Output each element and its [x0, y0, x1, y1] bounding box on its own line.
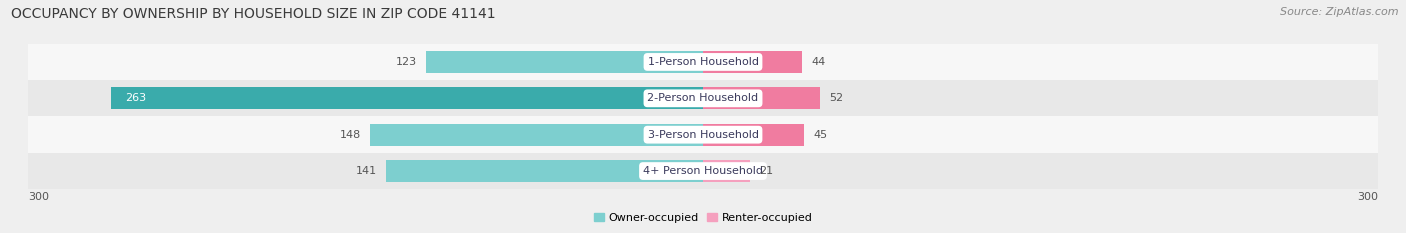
- Text: 300: 300: [1357, 192, 1378, 202]
- Bar: [703, 124, 804, 146]
- Text: 3-Person Household: 3-Person Household: [648, 130, 758, 140]
- Bar: [28, 44, 1378, 80]
- Legend: Owner-occupied, Renter-occupied: Owner-occupied, Renter-occupied: [589, 208, 817, 227]
- Text: 148: 148: [340, 130, 361, 140]
- Bar: [703, 160, 751, 182]
- Text: 45: 45: [813, 130, 827, 140]
- Bar: [385, 160, 703, 182]
- Bar: [703, 87, 820, 109]
- Bar: [111, 87, 703, 109]
- Text: 21: 21: [759, 166, 773, 176]
- Text: 4+ Person Household: 4+ Person Household: [643, 166, 763, 176]
- Text: 263: 263: [125, 93, 146, 103]
- Bar: [426, 51, 703, 73]
- Text: 141: 141: [356, 166, 377, 176]
- Bar: [703, 51, 801, 73]
- Text: OCCUPANCY BY OWNERSHIP BY HOUSEHOLD SIZE IN ZIP CODE 41141: OCCUPANCY BY OWNERSHIP BY HOUSEHOLD SIZE…: [11, 7, 496, 21]
- Text: 52: 52: [830, 93, 844, 103]
- Text: 2-Person Household: 2-Person Household: [647, 93, 759, 103]
- Bar: [28, 80, 1378, 116]
- Bar: [28, 116, 1378, 153]
- Text: Source: ZipAtlas.com: Source: ZipAtlas.com: [1281, 7, 1399, 17]
- Bar: [28, 153, 1378, 189]
- Text: 300: 300: [28, 192, 49, 202]
- Text: 44: 44: [811, 57, 825, 67]
- Bar: [370, 124, 703, 146]
- Text: 123: 123: [396, 57, 418, 67]
- Text: 1-Person Household: 1-Person Household: [648, 57, 758, 67]
